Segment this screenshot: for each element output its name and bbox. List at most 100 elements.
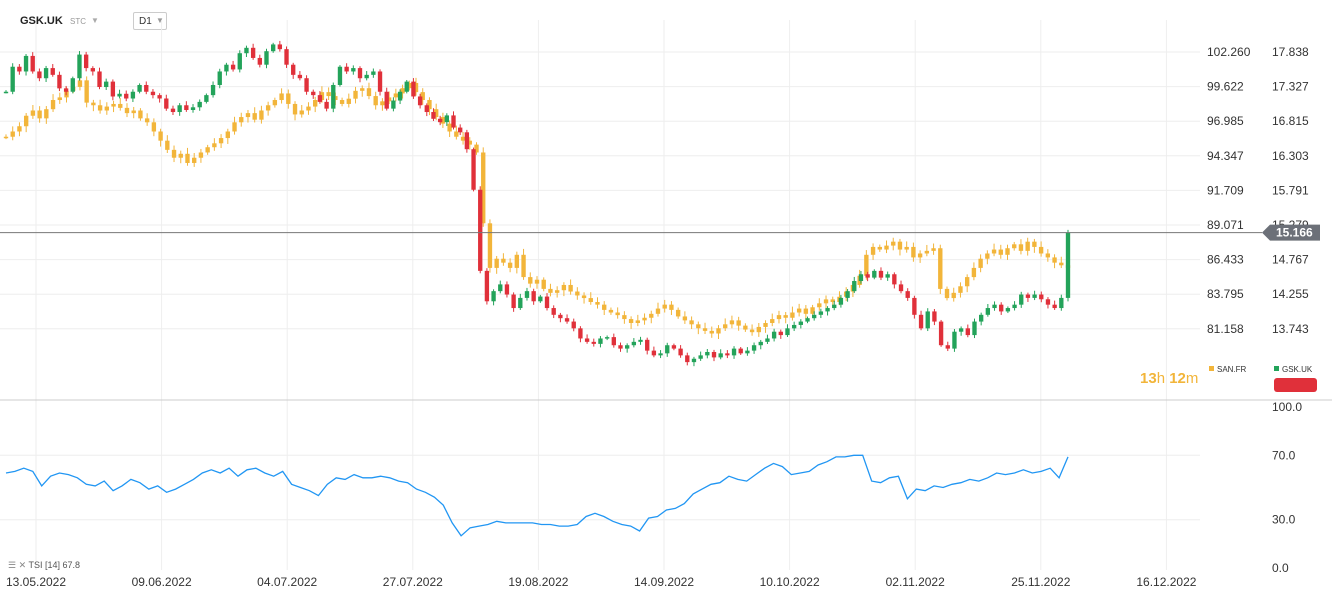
- tsi-tick-label: 30.0: [1272, 513, 1296, 527]
- gsk-candle: [932, 311, 937, 322]
- gsk-candle: [611, 337, 616, 346]
- gsk-candle: [591, 341, 596, 344]
- gsk-candle: [344, 66, 349, 72]
- gsk-candle: [77, 54, 82, 79]
- san-candle: [225, 131, 230, 139]
- chevron-down-icon[interactable]: ▼: [91, 16, 99, 25]
- close-icon[interactable]: ✕: [18, 560, 27, 570]
- gsk-candle: [524, 291, 530, 298]
- gsk-candle: [558, 314, 563, 319]
- gsk-candle: [671, 345, 677, 349]
- timeframe-select[interactable]: D1 ▼: [133, 12, 167, 30]
- gsk-candle: [858, 274, 864, 282]
- gsk-candle: [865, 274, 870, 278]
- san-candle: [380, 101, 385, 106]
- current-price-line: 15.166: [0, 224, 1320, 241]
- gsk-candle: [1045, 299, 1051, 305]
- san-candle: [131, 110, 136, 114]
- gsk-candle: [291, 64, 296, 75]
- san-candle: [749, 329, 755, 333]
- gsk-candle: [3, 91, 9, 94]
- right-tick-label: 17.327: [1272, 80, 1309, 94]
- gsk-candle: [17, 66, 22, 72]
- gsk-candle: [464, 132, 470, 150]
- san-candle: [608, 309, 614, 313]
- gsk-candle: [371, 71, 376, 75]
- gsk-candle: [104, 81, 109, 88]
- gsk-candle: [478, 189, 483, 271]
- san-candle: [252, 113, 257, 120]
- san-candle: [144, 118, 150, 123]
- san-candle: [265, 105, 271, 111]
- gsk-candle: [958, 328, 964, 332]
- gsk-candle: [618, 345, 623, 349]
- san-candle: [23, 115, 29, 127]
- san-candle: [1018, 244, 1024, 251]
- x-tick-label: 10.10.2022: [760, 575, 820, 589]
- gsk-candle: [832, 304, 837, 309]
- gsk-candle: [785, 328, 790, 336]
- gsk-candle: [905, 291, 910, 298]
- gsk-candle: [404, 81, 409, 92]
- san-candle: [1005, 248, 1010, 255]
- san-candle: [938, 248, 943, 289]
- san-candle: [373, 96, 378, 106]
- x-tick-label: 27.07.2022: [383, 575, 443, 589]
- san-candle: [501, 258, 506, 263]
- gsk-candle: [1032, 294, 1037, 298]
- san-candle: [84, 80, 89, 103]
- san-candle: [118, 103, 123, 108]
- gsk-candle: [745, 350, 750, 354]
- san-candle: [655, 308, 661, 314]
- legend-label-gsk: GSK.UK: [1282, 365, 1313, 374]
- gsk-candle: [244, 47, 249, 54]
- gsk-candle: [170, 108, 176, 113]
- symbol-sub-label: STC: [70, 17, 86, 26]
- san-candle: [534, 279, 540, 284]
- gsk-candle: [70, 78, 75, 92]
- gsk-candle: [892, 274, 897, 285]
- legend-swatch-san: [1209, 366, 1214, 371]
- gsk-candle: [604, 337, 610, 339]
- gsk-candle: [912, 297, 917, 315]
- gsk-candle: [83, 54, 89, 69]
- san-candle: [91, 102, 96, 106]
- left-tick-label: 99.622: [1207, 80, 1244, 94]
- san-candle: [494, 258, 499, 268]
- gsk-candle: [43, 68, 49, 79]
- san-candle: [259, 110, 264, 120]
- gsk-candle: [551, 308, 556, 315]
- gsk-candle: [331, 84, 336, 109]
- san-candle: [37, 110, 42, 119]
- san-candle: [971, 267, 977, 278]
- symbol-label[interactable]: GSK.UK: [20, 15, 63, 27]
- gsk-candle: [1059, 297, 1064, 309]
- san-candle: [17, 126, 22, 132]
- gsk-candle: [685, 355, 690, 363]
- san-candle: [581, 295, 587, 299]
- san-candle: [474, 144, 479, 153]
- x-tick-label: 13.05.2022: [6, 575, 66, 589]
- timeframe-value: D1: [139, 16, 152, 27]
- tsi-panel: 100.0 70.0 30.0 0.0: [0, 400, 1302, 575]
- settings-icon[interactable]: ☰: [8, 560, 17, 570]
- san-candle: [326, 92, 331, 97]
- left-tick-label: 96.985: [1207, 114, 1244, 128]
- san-candle: [770, 319, 775, 324]
- indicator-label[interactable]: ☰ ✕ TSI [14] 67.8: [8, 560, 81, 570]
- san-candle: [736, 320, 741, 326]
- gsk-candle: [391, 100, 396, 109]
- san-candle: [615, 312, 620, 316]
- gsk-candle: [818, 311, 824, 315]
- san-candle: [931, 248, 936, 251]
- left-tick-label: 81.158: [1207, 322, 1244, 336]
- san-candle: [467, 140, 472, 145]
- san-candle: [884, 245, 889, 250]
- san-candle: [588, 298, 593, 303]
- san-candle: [481, 152, 486, 224]
- san-candle: [763, 323, 768, 327]
- san-candle: [790, 312, 795, 318]
- gsk-candle: [311, 91, 316, 96]
- gsk-candle: [544, 296, 550, 309]
